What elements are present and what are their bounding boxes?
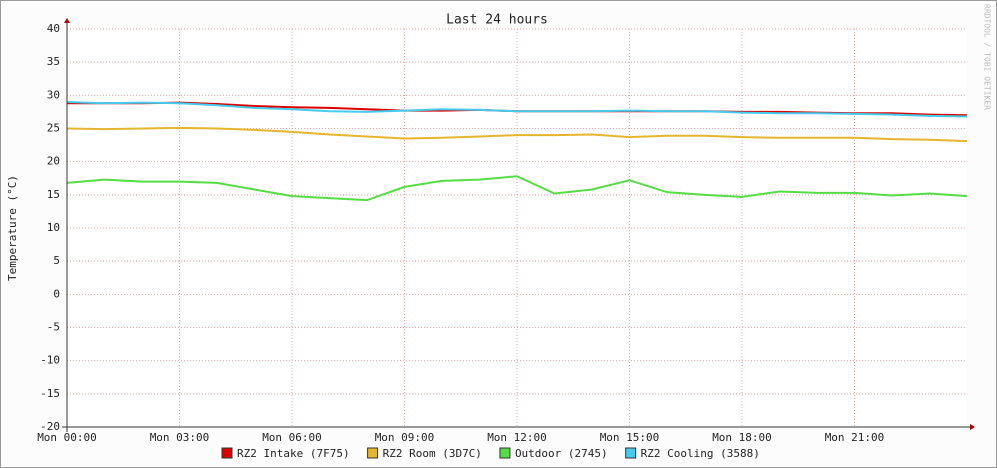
x-tick-label: Mon 03:00	[150, 431, 210, 444]
y-tick-label: 25	[47, 122, 60, 135]
y-tick-label: 35	[47, 55, 60, 68]
legend-swatch	[625, 447, 637, 459]
y-tick-label: 40	[47, 22, 60, 35]
x-tick-label: Mon 18:00	[712, 431, 772, 444]
legend-swatch	[499, 447, 511, 459]
x-tick-label: Mon 21:00	[825, 431, 885, 444]
y-tick-label: 5	[53, 254, 60, 267]
x-tick-label: Mon 00:00	[37, 431, 97, 444]
y-tick-label: -10	[40, 354, 60, 367]
legend-label: RZ2 Cooling (3588)	[641, 447, 760, 460]
y-tick-label: 15	[47, 188, 60, 201]
x-tick-label: Mon 06:00	[262, 431, 322, 444]
y-tick-label: 10	[47, 221, 60, 234]
x-arrow	[970, 424, 975, 430]
legend-swatch	[367, 447, 379, 459]
y-tick-label: -15	[40, 387, 60, 400]
y-tick-label: 0	[53, 287, 60, 300]
legend-swatch	[221, 447, 233, 459]
series-line	[66, 126, 968, 143]
series-line	[66, 175, 968, 202]
series-line	[66, 100, 968, 118]
y-tick-label: 30	[47, 88, 60, 101]
y-tick-label: -20	[40, 420, 60, 433]
x-tick-label: Mon 15:00	[600, 431, 660, 444]
y-tick-label: 20	[47, 155, 60, 168]
watermark: RRDTOOL / TOBI OETIKER	[983, 4, 992, 110]
x-tick-label: Mon 12:00	[487, 431, 547, 444]
y-arrow	[64, 18, 70, 23]
legend-label: Outdoor (2745)	[515, 447, 608, 460]
x-tick-label: Mon 09:00	[375, 431, 435, 444]
y-tick-label: -5	[47, 321, 60, 334]
y-axis-label: Temperature (°C)	[6, 175, 19, 281]
legend-label: RZ2 Intake (7F75)	[237, 447, 350, 460]
chart-title: Last 24 hours	[446, 13, 548, 28]
legend-label: RZ2 Room (3D7C)	[383, 447, 482, 460]
